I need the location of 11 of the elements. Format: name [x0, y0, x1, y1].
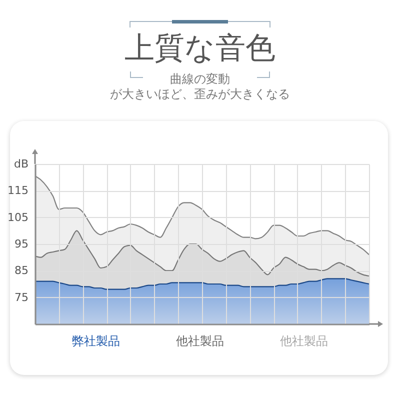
y-tick-label: dB	[14, 158, 28, 170]
series-label: 他社製品	[175, 333, 225, 349]
y-tick-label: 95	[14, 238, 28, 250]
y-tick-label: 105	[8, 210, 28, 224]
chart-subtitle: 曲線の変動が大きいほど、歪みが大きくなる	[109, 72, 291, 102]
series-label: 他社製品	[279, 333, 329, 349]
series-label: 弊社製品	[71, 333, 121, 349]
y-tick-label: 75	[14, 290, 28, 304]
y-tick-label: 85	[14, 264, 28, 278]
y-tick-label: 115	[8, 184, 28, 198]
chart-title: 上質な音色	[124, 31, 276, 66]
